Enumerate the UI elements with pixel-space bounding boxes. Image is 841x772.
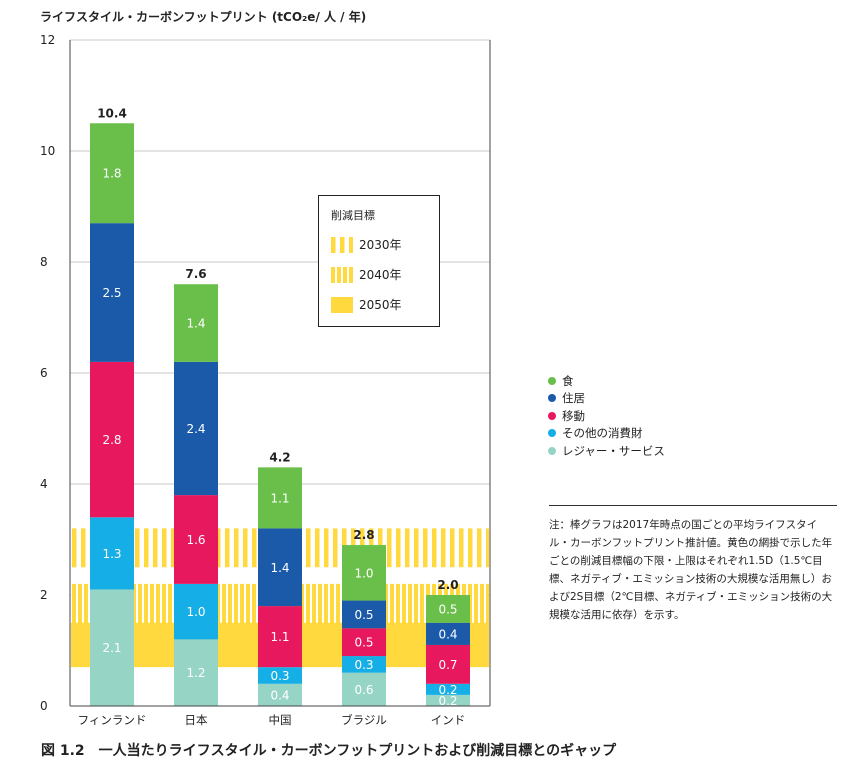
segment-value-label: 0.5 (438, 602, 457, 616)
bar-segment (258, 528, 302, 607)
bar-segment (174, 639, 218, 706)
target-legend-title: 削減目標 (331, 209, 375, 222)
x-tick-label: ブラジル (341, 713, 387, 727)
legend-label: レジャー・サービス (562, 443, 665, 458)
target-legend-label: 2050年 (359, 298, 402, 312)
target-legend-box: 削減目標 2030年 2040年 2050年 (318, 195, 440, 327)
figure-caption: 図 1.2 一人当たりライフスタイル・カーボンフットプリントおよび削減目標とのギ… (41, 743, 617, 759)
segment-value-label: 1.6 (186, 533, 205, 547)
target-legend-item-2030: 2030年 (331, 236, 402, 253)
legend-item-food: 食 (548, 372, 665, 390)
segment-value-label: 0.4 (270, 688, 289, 702)
bar-total-label: 2.0 (437, 578, 458, 592)
target-legend-item-2040: 2040年 (331, 266, 402, 283)
goods-dot-icon (548, 429, 556, 438)
segment-value-label: 0.6 (354, 683, 373, 697)
bar-segment (342, 545, 386, 601)
segment-value-label: 2.4 (186, 422, 205, 436)
bar-segment (426, 683, 470, 695)
bar-segment (174, 361, 218, 496)
segment-value-label: 1.2 (186, 666, 205, 680)
bar-segment (174, 284, 218, 362)
bar-segment (342, 628, 386, 657)
y-tick-label: 12 (40, 33, 55, 47)
segment-value-label: 1.8 (102, 167, 121, 181)
bar-segment (426, 694, 470, 706)
bar-segment (258, 606, 302, 668)
y-tick-label: 10 (40, 144, 55, 158)
solid-swatch-icon (331, 296, 353, 313)
bar-segment (174, 495, 218, 584)
target-legend-item-2050: 2050年 (331, 296, 402, 313)
bar-segment (342, 656, 386, 673)
bar-segment (90, 589, 134, 706)
segment-value-label: 2.1 (102, 641, 121, 655)
bar-total-label: 10.4 (97, 106, 127, 120)
segment-value-label: 0.3 (270, 669, 289, 683)
y-tick-label: 6 (40, 366, 48, 380)
bar-segment (90, 223, 134, 362)
segment-value-label: 0.4 (438, 627, 457, 641)
segment-value-label: 1.1 (270, 491, 289, 505)
segment-value-label: 0.5 (354, 636, 373, 650)
stripe-narrow-swatch-icon (331, 266, 353, 283)
bar-segment (342, 672, 386, 706)
segment-value-label: 1.0 (354, 566, 373, 580)
y-tick-label: 8 (40, 255, 48, 269)
x-tick-label: 中国 (269, 713, 292, 727)
bar-segment (258, 467, 302, 529)
category-legend: 食 住居 移動 その他の消費財 レジャー・サービス (548, 372, 665, 460)
bar-segment (174, 583, 218, 640)
segment-value-label: 1.4 (270, 561, 289, 575)
y-tick-label: 2 (40, 588, 48, 602)
segment-value-label: 2.5 (102, 286, 121, 300)
x-tick-label: インド (431, 713, 466, 727)
y-tick-label: 0 (40, 699, 48, 713)
bar-segment (90, 123, 134, 224)
legend-label: 移動 (562, 408, 585, 423)
segment-value-label: 1.4 (186, 317, 205, 331)
segment-value-label: 1.1 (270, 630, 289, 644)
segment-value-label: 0.5 (354, 608, 373, 622)
segment-value-label: 0.2 (438, 683, 457, 697)
segment-value-label: 1.0 (186, 605, 205, 619)
segment-value-label: 0.7 (438, 658, 457, 672)
bar-total-label: 2.8 (353, 528, 374, 542)
chart-note: 注：棒グラフは2017年時点の国ごとの平均ライフスタイル・カーボンフットプリント… (549, 505, 837, 624)
bar-segment (426, 595, 470, 623)
legend-item-goods: その他の消費財 (548, 425, 665, 443)
leisure-dot-icon (548, 446, 556, 455)
y-tick-label: 4 (40, 477, 48, 491)
x-tick-label: フィンランド (78, 713, 147, 727)
legend-item-housing: 住居 (548, 390, 665, 408)
bar-total-label: 4.2 (269, 450, 290, 464)
target-legend-label: 2040年 (359, 268, 402, 282)
bar-total-label: 7.6 (185, 267, 206, 281)
mobility-dot-icon (548, 411, 556, 420)
segment-value-label: 0.3 (354, 658, 373, 672)
bar-segment (258, 667, 302, 684)
legend-label: 食 (562, 373, 574, 388)
legend-label: 住居 (562, 391, 585, 406)
stripe-wide-swatch-icon (331, 236, 353, 253)
bar-segment (342, 600, 386, 629)
segment-value-label: 0.2 (438, 694, 457, 708)
legend-item-leisure: レジャー・サービス (548, 442, 665, 460)
legend-label: その他の消費財 (562, 426, 643, 441)
housing-dot-icon (548, 394, 556, 403)
target-legend-label: 2030年 (359, 238, 402, 252)
segment-value-label: 1.3 (102, 547, 121, 561)
x-tick-label: 日本 (185, 713, 208, 727)
bar-segment (258, 683, 302, 706)
y-axis-title: ライフスタイル・カーボンフットプリント (tCO₂e/ 人 / 年) (40, 10, 367, 24)
segment-value-label: 2.8 (102, 433, 121, 447)
bar-segment (90, 517, 134, 590)
legend-item-mobility: 移動 (548, 407, 665, 425)
bar-segment (426, 622, 470, 645)
bar-segment (426, 644, 470, 684)
food-dot-icon (548, 376, 556, 385)
bar-segment (90, 361, 134, 518)
